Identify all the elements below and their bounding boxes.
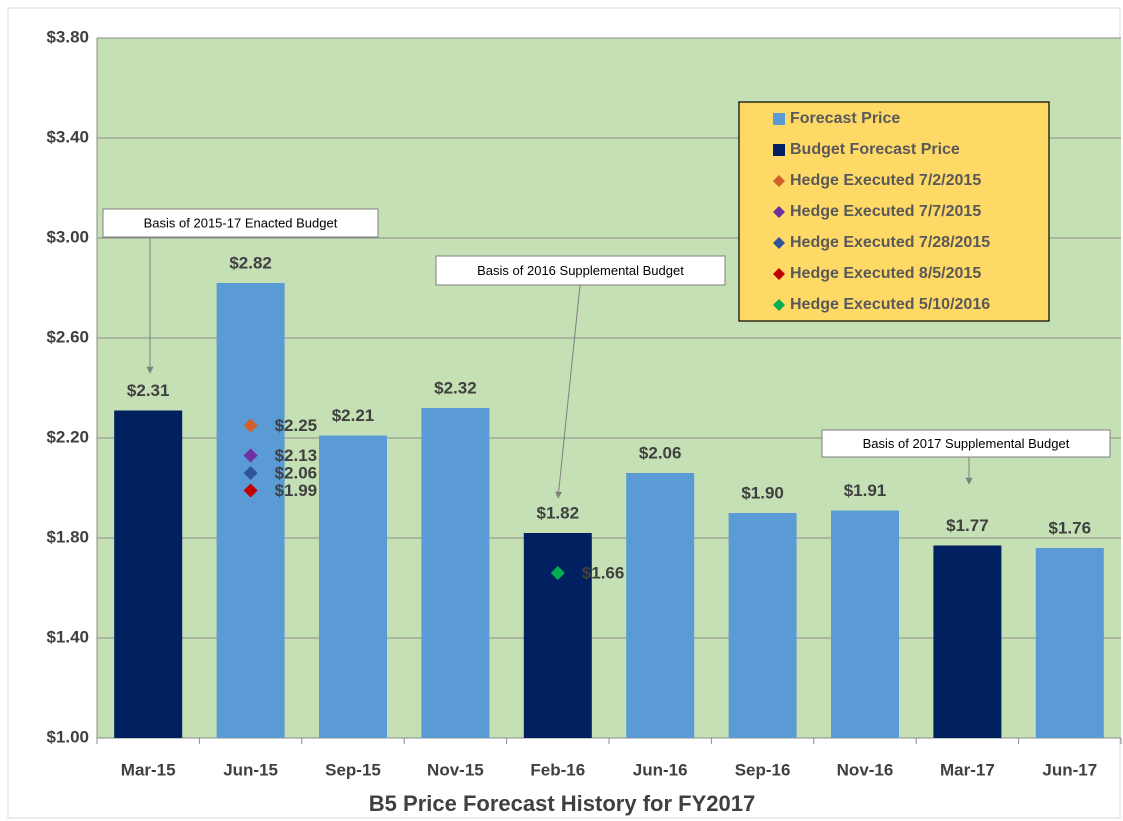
legend-swatch: [773, 144, 785, 156]
legend-label: Hedge Executed 5/10/2016: [790, 296, 990, 313]
annotation: Basis of 2016 Supplemental Budget: [477, 263, 684, 278]
x-tick-label: Sep-15: [325, 760, 381, 779]
bar: [626, 473, 695, 738]
legend-box: [738, 101, 1050, 322]
legend-swatch: [773, 206, 785, 218]
value-label: $1.66: [582, 563, 625, 582]
bar: [1035, 548, 1104, 738]
hedge-marker: [243, 466, 258, 480]
value-label: $1.91: [844, 481, 887, 500]
legend-swatch: [773, 113, 785, 125]
annotation-box: [102, 208, 379, 238]
bar: [216, 283, 285, 738]
value-label: $2.06: [275, 463, 318, 482]
x-tick-label: Mar-17: [940, 760, 995, 779]
value-label: $2.13: [275, 446, 318, 465]
x-tick-label: Jun-17: [1042, 760, 1097, 779]
hedge-marker: [243, 448, 258, 463]
legend-swatch: [773, 268, 785, 280]
y-tick-label: $3.40: [46, 127, 89, 146]
value-label: $2.31: [127, 381, 170, 400]
hedge-marker: [243, 418, 258, 433]
y-tick-label: $3.80: [46, 27, 89, 46]
y-tick-label: $3.00: [46, 227, 89, 246]
annotation-arrow: [555, 284, 581, 499]
annotation: Basis of 2015-17 Enacted Budget: [144, 215, 338, 230]
bar: [421, 408, 490, 738]
legend-label: Budget Forecast Price: [790, 141, 960, 158]
value-label: $1.76: [1049, 518, 1092, 537]
x-tick-label: Nov-15: [427, 760, 484, 779]
y-tick-label: $2.60: [46, 327, 89, 346]
legend-label: Hedge Executed 7/2/2015: [790, 172, 981, 189]
x-tick-label: Nov-16: [837, 760, 894, 779]
value-label: $1.77: [946, 516, 989, 535]
hedge-marker: [550, 566, 565, 580]
value-label: $2.32: [434, 378, 477, 397]
value-label: $2.21: [332, 406, 375, 425]
legend-swatch: [773, 175, 785, 187]
chart-title: B5 Price Forecast History for FY2017: [369, 791, 755, 816]
legend-label: Hedge Executed 7/28/2015: [790, 234, 990, 251]
legend-swatch: [773, 237, 785, 249]
value-label: $2.82: [229, 253, 272, 272]
legend-label: Forecast Price: [790, 110, 900, 127]
x-tick-label: Mar-15: [121, 760, 176, 779]
value-label: $1.82: [537, 503, 580, 522]
x-tick-label: Jun-15: [223, 760, 278, 779]
x-tick-label: Jun-16: [633, 760, 688, 779]
value-label: $1.99: [275, 481, 318, 500]
y-tick-label: $2.20: [46, 427, 89, 446]
bar: [933, 545, 1002, 738]
legend-label: Hedge Executed 8/5/2015: [790, 265, 981, 282]
y-tick-label: $1.00: [46, 727, 89, 746]
legend-swatch: [773, 299, 785, 311]
y-tick-label: $1.80: [46, 527, 89, 546]
hedge-marker: [243, 483, 258, 498]
annotation: Basis of 2017 Supplemental Budget: [863, 436, 1070, 451]
annotation-box: [435, 255, 726, 286]
bar: [319, 435, 387, 738]
value-label: $2.06: [639, 443, 682, 462]
value-label: $2.25: [275, 416, 318, 435]
bar: [831, 510, 899, 738]
legend-label: Hedge Executed 7/7/2015: [790, 203, 981, 220]
value-label: $1.90: [741, 483, 784, 502]
annotation-box: [821, 429, 1111, 458]
x-tick-label: Feb-16: [530, 760, 585, 779]
bar: [728, 513, 797, 738]
bar: [114, 410, 183, 738]
x-tick-label: Sep-16: [735, 760, 791, 779]
y-tick-label: $1.40: [46, 627, 89, 646]
